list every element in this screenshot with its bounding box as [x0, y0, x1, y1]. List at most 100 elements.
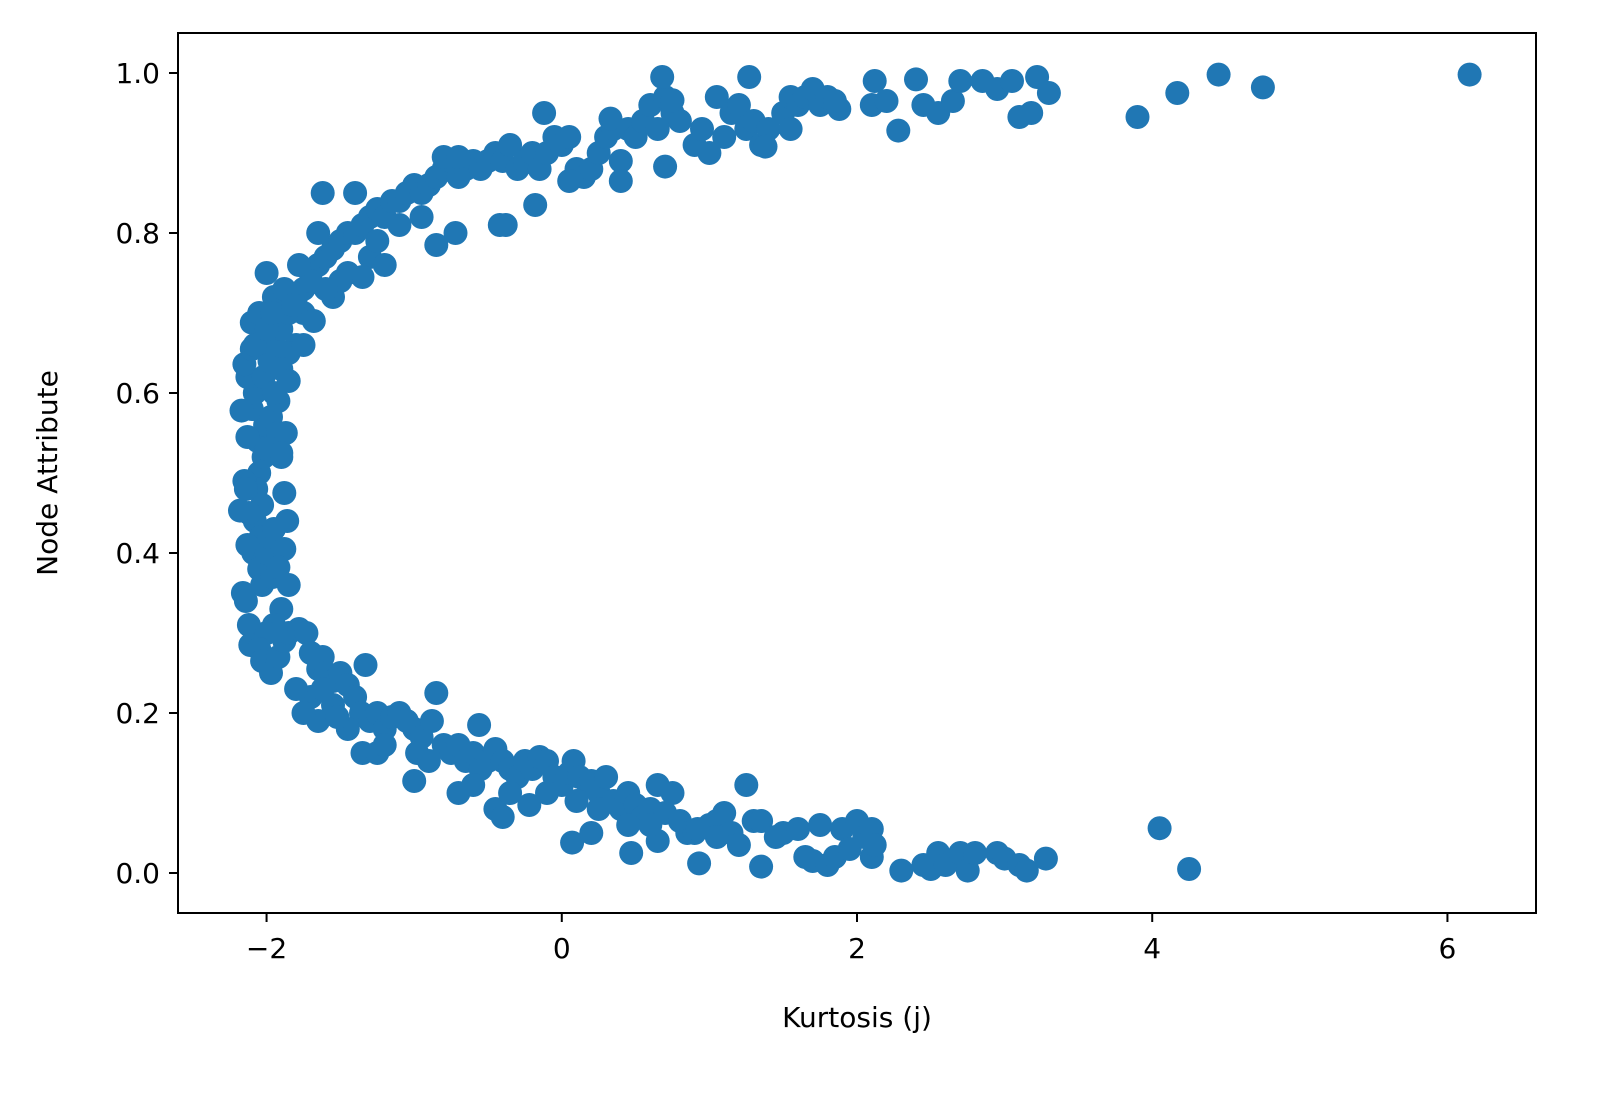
data-point [487, 213, 512, 237]
data-point [886, 118, 911, 143]
data-point [281, 293, 306, 317]
data-point [1177, 857, 1202, 881]
data-point [467, 713, 492, 737]
data-point [284, 677, 309, 701]
x-axis-label: Kurtosis (j) [782, 1001, 932, 1034]
data-point [557, 169, 582, 193]
data-point [535, 781, 559, 805]
data-point [461, 773, 486, 797]
data-points [228, 62, 1482, 883]
data-point [424, 233, 449, 257]
data-point [517, 793, 542, 817]
data-point [229, 398, 254, 423]
data-point [685, 817, 710, 841]
data-point [660, 88, 685, 113]
data-point [594, 765, 619, 789]
data-point [266, 555, 291, 580]
data-point [874, 89, 899, 113]
data-point [409, 205, 434, 229]
data-point [608, 169, 633, 193]
data-point [228, 498, 252, 523]
data-point [235, 533, 260, 557]
data-point [1457, 62, 1482, 87]
data-point [756, 117, 781, 141]
y-axis-ticks: 0.0 0.2 0.4 0.6 0.8 1.0 [115, 57, 178, 890]
data-point [660, 781, 685, 805]
data-point [687, 851, 712, 876]
data-point [498, 781, 523, 805]
data-point [650, 65, 675, 89]
data-point [948, 69, 973, 93]
y-tick-label: 0.4 [115, 537, 160, 570]
data-point [749, 854, 774, 879]
data-point [443, 221, 468, 245]
y-tick-label: 0.2 [115, 697, 160, 730]
y-tick-label: 0.0 [115, 857, 160, 890]
data-point [446, 145, 471, 169]
x-tick-label: 4 [1143, 932, 1161, 965]
data-point [608, 149, 633, 173]
data-point [1014, 858, 1039, 883]
data-point [1036, 81, 1061, 105]
data-point [291, 701, 316, 725]
data-point [353, 653, 378, 677]
data-point [272, 537, 297, 561]
data-point [808, 813, 833, 837]
data-point [294, 621, 319, 645]
data-point [1000, 69, 1024, 93]
data-point [786, 817, 810, 841]
data-point [275, 509, 300, 533]
data-point [1250, 75, 1275, 100]
data-point [350, 265, 375, 289]
data-point [235, 425, 260, 449]
data-point [291, 333, 316, 357]
data-point [276, 573, 301, 597]
data-point [1019, 101, 1044, 125]
data-point [726, 93, 751, 117]
data-point [306, 221, 331, 245]
data-point [301, 309, 326, 333]
data-point [372, 253, 397, 277]
data-point [712, 801, 737, 825]
data-point [261, 381, 286, 405]
data-point [254, 261, 279, 285]
x-tick-label: 2 [848, 932, 866, 965]
data-point [372, 733, 397, 757]
data-point [490, 805, 515, 829]
data-point [269, 441, 294, 465]
data-point [1147, 816, 1172, 841]
data-point [1125, 105, 1150, 129]
data-point [260, 301, 285, 325]
data-point [737, 65, 762, 89]
data-point [579, 821, 604, 845]
y-tick-label: 1.0 [115, 57, 160, 90]
data-point [310, 677, 335, 701]
data-point [697, 141, 722, 165]
data-point [560, 830, 585, 855]
data-point [862, 833, 887, 857]
data-point [667, 109, 692, 133]
data-point [523, 193, 548, 217]
data-point [1206, 62, 1231, 87]
data-point [564, 789, 589, 813]
data-point [690, 117, 714, 141]
data-point [616, 813, 641, 837]
y-tick-label: 0.8 [115, 217, 160, 250]
data-point [712, 125, 737, 149]
data-point [272, 481, 297, 505]
data-point [273, 421, 298, 445]
y-tick-label: 0.6 [115, 377, 160, 410]
data-point [889, 858, 914, 883]
data-point [753, 134, 778, 159]
data-point [963, 841, 988, 865]
data-point [233, 589, 258, 613]
data-point [653, 154, 678, 179]
data-point [419, 709, 444, 733]
x-tick-label: −2 [246, 932, 287, 965]
y-axis-label: Node Attribute [31, 370, 64, 576]
data-point [619, 841, 644, 865]
data-point [402, 769, 427, 793]
data-point [343, 181, 368, 205]
data-point [598, 106, 623, 131]
